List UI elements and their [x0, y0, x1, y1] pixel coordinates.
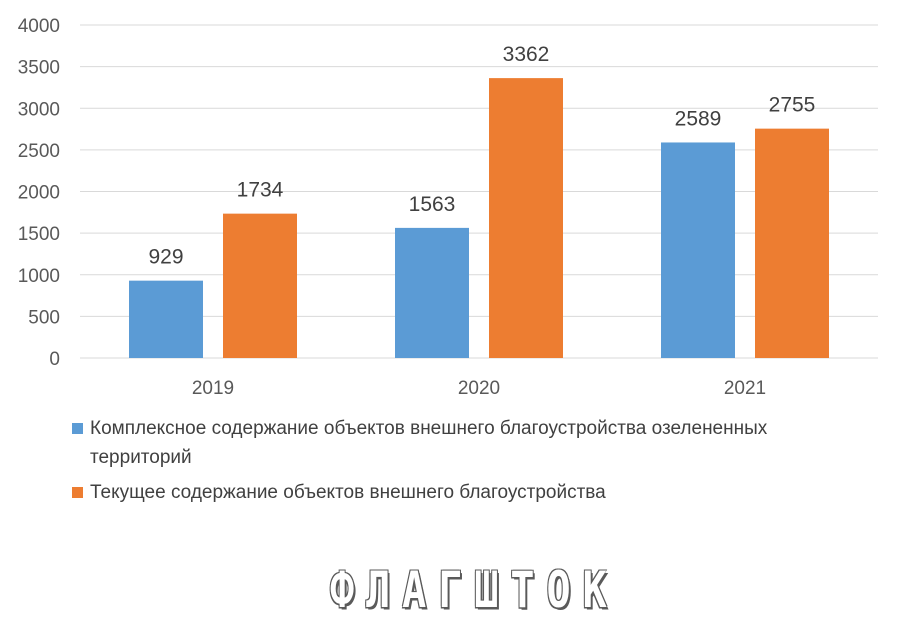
data-label: 3362 — [503, 43, 550, 66]
legend-item-series-2: Текущее содержание объектов внешнего бла… — [72, 478, 872, 507]
data-label: 1734 — [237, 179, 284, 202]
bar-series-1 — [395, 227, 469, 358]
legend-item-series-1: Комплексное содержание объектов внешнего… — [72, 414, 872, 472]
bar-series-1 — [129, 280, 203, 358]
y-tick-label: 4000 — [18, 16, 60, 37]
x-tick-label: 2021 — [724, 378, 766, 399]
bar-series-2 — [755, 128, 829, 358]
data-label: 929 — [148, 246, 183, 269]
y-tick-label: 3500 — [18, 58, 60, 79]
bar-series-1 — [661, 142, 735, 358]
y-tick-label: 3000 — [18, 99, 60, 120]
bar-series-2 — [489, 78, 563, 359]
legend-label-series-2: Текущее содержание объектов внешнего бла… — [90, 482, 606, 503]
bar-series-2 — [223, 213, 297, 358]
data-label: 2755 — [769, 94, 816, 117]
chart-legend: Комплексное содержание объектов внешнего… — [72, 414, 872, 513]
legend-label-series-1: Комплексное содержание объектов внешнего… — [90, 418, 768, 468]
y-tick-label: 2500 — [18, 141, 60, 162]
bar-chart: 0 500 1000 1500 2000 2500 3000 3500 4000 929 1734 2… — [18, 16, 878, 399]
x-tick-label: 2020 — [458, 378, 500, 399]
data-label: 2589 — [675, 107, 722, 130]
y-tick-label: 1500 — [18, 224, 60, 245]
y-tick-label: 2000 — [18, 183, 60, 204]
legend-swatch-series-1 — [72, 423, 83, 434]
y-tick-label: 500 — [28, 307, 60, 328]
legend-swatch-series-2 — [72, 487, 83, 498]
data-label: 1563 — [409, 193, 456, 216]
y-tick-label: 1000 — [18, 266, 60, 287]
watermark-logo: ФЛАГШТОК — [330, 562, 619, 620]
x-tick-label: 2019 — [192, 378, 234, 399]
y-tick-label: 0 — [49, 349, 60, 370]
